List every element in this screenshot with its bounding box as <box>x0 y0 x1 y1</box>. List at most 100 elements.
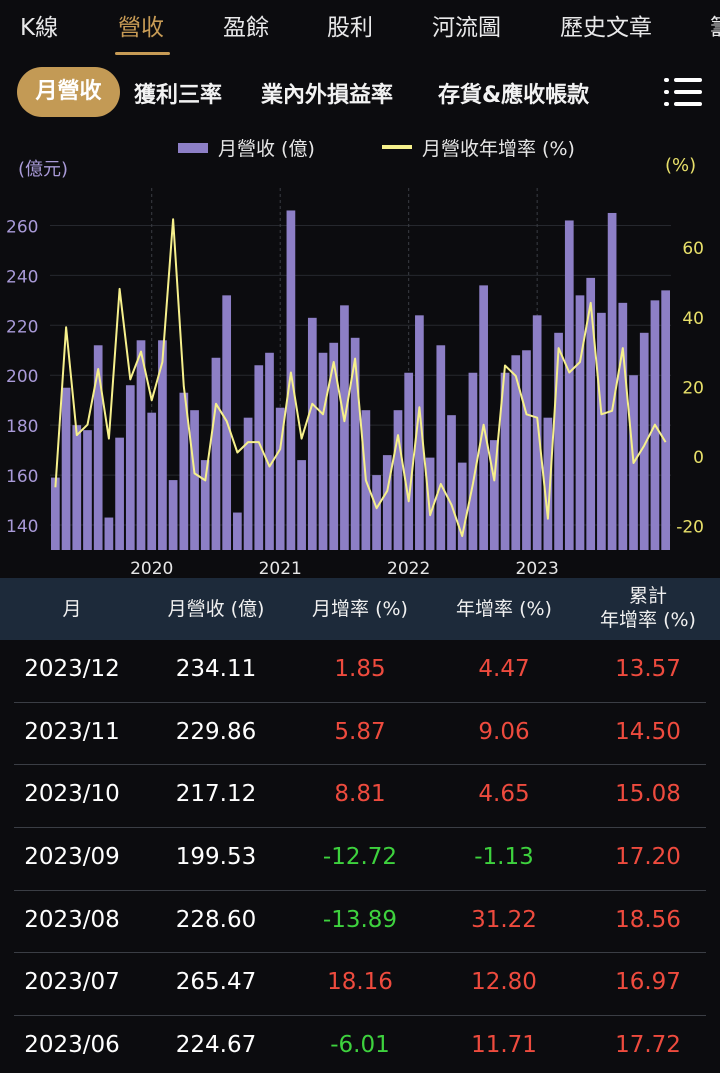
revenue-bar <box>382 455 392 550</box>
cell-revenue: 224.67 <box>175 1032 257 1059</box>
cell-revenue: 217.12 <box>175 781 257 808</box>
cell-month: 2023/07 <box>24 969 120 996</box>
revenue-bar <box>265 352 274 550</box>
revenue-chart: 月營收 (億) 月營收年增率 (%) (億元) (%) 140 160 180 200… <box>0 128 720 578</box>
revenue-bar <box>275 407 285 550</box>
subtab-profit-margins[interactable]: 獲利三率 <box>134 83 223 108</box>
header-cumulative-line1: 累計 <box>628 585 667 607</box>
right-tick-label: -20 <box>676 518 704 538</box>
tab-kline[interactable]: K線 <box>20 15 59 41</box>
cell-cumulative-yoy: 16.97 <box>615 969 681 996</box>
legend-revenue-label: 月營收 (億) <box>218 138 315 160</box>
left-tick-label: 140 <box>6 517 38 537</box>
revenue-bar <box>329 342 339 550</box>
table-row[interactable]: 2023/09 199.53 -12.72 -1.13 17.20 <box>14 828 706 891</box>
cell-mom: -6.01 <box>330 1032 390 1059</box>
revenue-bar <box>661 290 670 550</box>
revenue-bar <box>522 350 531 550</box>
revenue-bar <box>72 425 82 550</box>
subtab-monthly-revenue[interactable]: 月營收 <box>17 67 120 117</box>
sub-tab-bar: 月營收 獲利三率 業內外損益率 存貨&應收帳款 <box>0 64 720 120</box>
revenue-bar <box>543 417 553 550</box>
left-axis-unit: (億元) <box>18 159 69 180</box>
tab-dividend[interactable]: 股利 <box>327 15 373 41</box>
left-tick-label: 220 <box>6 317 38 337</box>
cell-yoy: 11.71 <box>471 1032 537 1059</box>
right-tick-label: 20 <box>682 378 704 398</box>
cell-cumulative-yoy: 14.50 <box>615 718 681 745</box>
cell-month: 2023/10 <box>24 781 120 808</box>
x-tick-label: 2020 <box>130 559 173 578</box>
tab-chips[interactable]: 籌 <box>710 8 720 42</box>
subtab-operating-nonoperating[interactable]: 業內外損益率 <box>261 83 394 108</box>
right-axis-unit: (%) <box>665 155 697 176</box>
legend-yoy-label: 月營收年增率 (%) <box>422 138 575 160</box>
subtab-inventory-receivables[interactable]: 存貨&應收帳款 <box>438 83 590 108</box>
active-tab-underline <box>115 52 170 55</box>
right-tick-label: 60 <box>682 239 704 259</box>
revenue-bar <box>211 357 221 550</box>
header-revenue: 月營收 (億) <box>167 598 265 620</box>
revenue-bar <box>575 295 585 550</box>
cell-month: 2023/08 <box>24 906 120 933</box>
revenue-bar <box>179 392 189 550</box>
revenue-bar <box>158 340 167 550</box>
cell-revenue: 199.53 <box>175 844 257 871</box>
revenue-bar <box>393 410 403 550</box>
right-tick-label: 0 <box>693 448 704 468</box>
revenue-bar <box>61 387 71 550</box>
revenue-bar <box>511 355 521 550</box>
cell-month: 2023/12 <box>24 656 120 682</box>
revenue-bar <box>415 315 424 550</box>
revenue-bar <box>350 337 360 550</box>
header-month: 月 <box>62 598 82 620</box>
tab-river-chart[interactable]: 河流圖 <box>432 15 501 41</box>
revenue-bar <box>597 312 606 550</box>
legend-bar-swatch <box>178 143 208 153</box>
x-tick-label: 2023 <box>516 559 559 578</box>
revenue-bar <box>243 417 253 550</box>
tab-revenue[interactable]: 營收 <box>118 15 164 41</box>
cell-revenue: 234.11 <box>175 656 257 682</box>
revenue-bar <box>286 210 296 550</box>
tab-history-articles[interactable]: 歷史文章 <box>560 15 652 41</box>
cell-mom: -13.89 <box>322 906 398 933</box>
revenue-bar <box>168 480 178 550</box>
cell-yoy: 12.80 <box>471 969 537 996</box>
revenue-bar <box>200 460 210 550</box>
revenue-bar <box>554 332 563 550</box>
revenue-bar <box>307 317 317 550</box>
table-row[interactable]: 2023/07 265.47 18.16 12.80 16.97 <box>14 953 706 1017</box>
legend-line-swatch <box>382 145 412 149</box>
table-row[interactable]: 2023/11 229.86 5.87 9.06 14.50 <box>14 703 706 766</box>
cell-yoy: -1.13 <box>474 844 534 871</box>
table-row[interactable]: 2023/08 228.60 -13.89 31.22 18.56 <box>14 891 706 954</box>
cell-mom: 18.16 <box>327 969 393 996</box>
revenue-bar <box>404 372 414 550</box>
table-row[interactable]: 2023/06 224.67 -6.01 11.71 17.72 <box>14 1016 706 1073</box>
header-mom: 月增率 (%) <box>312 598 408 620</box>
tab-earnings[interactable]: 盈餘 <box>223 15 269 41</box>
right-tick-label: 40 <box>682 309 704 329</box>
revenue-table: 2023/12 234.11 1.85 4.47 13.57 2023/11 229.86 5… <box>14 640 706 1073</box>
cell-cumulative-yoy: 17.20 <box>615 844 681 871</box>
chart-plot-area: 140 160 180 200 220 240 260 -20 0 20 40 60 2020 2021 2… <box>6 188 704 578</box>
revenue-bar <box>479 285 488 550</box>
revenue-bar <box>500 372 510 550</box>
revenue-bar <box>51 477 60 550</box>
cell-mom: 5.87 <box>334 718 386 745</box>
revenue-bar <box>318 352 328 550</box>
cell-revenue: 265.47 <box>175 969 257 996</box>
x-tick-label: 2021 <box>259 559 302 578</box>
list-menu-icon[interactable] <box>664 78 702 106</box>
revenue-bar <box>372 475 381 550</box>
cell-revenue: 229.86 <box>175 718 257 745</box>
revenue-bar <box>104 517 114 550</box>
revenue-bar <box>425 457 435 550</box>
cell-cumulative-yoy: 18.56 <box>615 906 681 933</box>
table-row[interactable]: 2023/12 234.11 1.85 4.47 13.57 <box>14 640 706 703</box>
revenue-bar <box>297 460 306 550</box>
table-row[interactable]: 2023/10 217.12 8.81 4.65 15.08 <box>14 765 706 829</box>
revenue-bar <box>532 315 542 550</box>
left-tick-label: 180 <box>6 417 38 437</box>
